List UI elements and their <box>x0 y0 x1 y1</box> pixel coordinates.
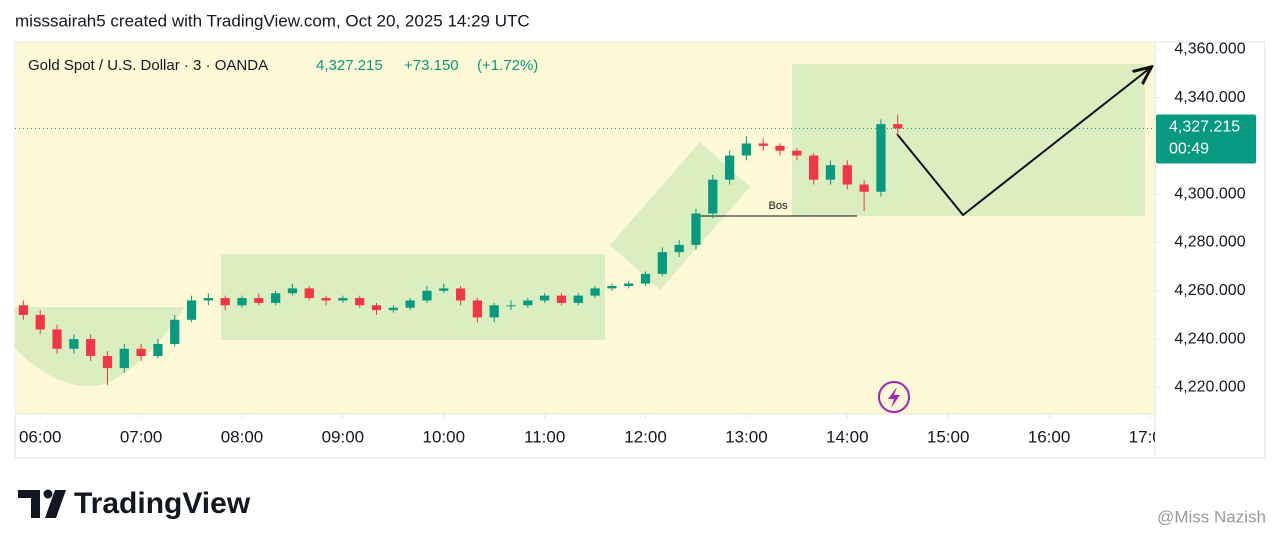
candle-body <box>321 298 331 301</box>
candle-body <box>220 298 230 306</box>
candle-body <box>640 273 651 284</box>
candle-body <box>170 319 180 344</box>
candle-body <box>506 305 516 307</box>
legend-symbol: Gold Spot / U.S. Dollar · 3 · OANDA <box>28 57 268 74</box>
candle-body <box>825 165 836 180</box>
y-tick-label: 4,360.000 <box>1174 40 1245 57</box>
logo-dot <box>43 489 53 499</box>
bos-label: Bos <box>769 200 788 212</box>
candle-body <box>355 298 365 306</box>
candle-body <box>455 288 466 301</box>
time-axis: 06:00 07:00 08:00 09:00 10:00 11:00 12:00 13:00… <box>19 414 1172 446</box>
caption: misssairah5 created with TradingView.com… <box>15 11 530 30</box>
candle-body <box>254 298 264 303</box>
y-tick-label: 4,240.000 <box>1174 330 1245 347</box>
candle-body <box>270 293 281 303</box>
candle-body <box>472 300 483 318</box>
alert-bolt <box>888 387 900 408</box>
candle-body <box>203 298 213 301</box>
target-box <box>792 64 1145 216</box>
candle-body <box>439 288 449 291</box>
candle-body <box>86 339 96 357</box>
legend-change-pct: (+1.72%) <box>477 57 538 74</box>
candle-body <box>119 348 129 369</box>
candle-body <box>371 305 382 311</box>
legend-price: 4,327.215 <box>316 57 383 74</box>
alert-icon[interactable] <box>878 381 910 413</box>
last-price: 4,327.215 00:49 <box>15 114 1256 164</box>
y-tick-label: 4,260.000 <box>1174 282 1245 299</box>
candle-body <box>893 124 903 129</box>
projection-path <box>896 68 1150 217</box>
candle-body <box>859 184 869 192</box>
candle-body <box>388 307 398 311</box>
candle-body <box>186 300 197 320</box>
candle-body <box>489 305 499 318</box>
zone-channel <box>610 142 750 290</box>
y-tick-label: 4,340.000 <box>1174 89 1245 106</box>
candle-body <box>624 283 634 286</box>
candle-body <box>422 290 432 301</box>
brand-text: TradingView <box>74 487 251 520</box>
last-price-box <box>1156 114 1256 164</box>
logo-slash <box>45 490 66 518</box>
candle-body <box>758 143 768 146</box>
x-tick-label: 13:00 <box>725 427 768 446</box>
x-tick-label: 10:00 <box>422 427 465 446</box>
candle-body <box>287 288 298 294</box>
price-axis: 4,220.000 4,240.000 4,260.000 4,280.000 4,30… <box>1155 40 1246 396</box>
x-tick-label: 15:00 <box>927 427 970 446</box>
x-tick-label: 17:00 <box>1129 427 1172 446</box>
candle-body <box>657 252 667 274</box>
countdown: 00:49 <box>1169 141 1209 158</box>
candles <box>18 114 903 386</box>
x-tick-label: 07:00 <box>120 427 163 446</box>
candle-body <box>153 343 163 357</box>
x-tick-label: 08:00 <box>221 427 264 446</box>
candle-body <box>69 339 79 349</box>
candle-body <box>540 295 550 301</box>
x-tick-label: 16:00 <box>1028 427 1071 446</box>
candle-body <box>792 150 802 156</box>
candle-body <box>607 285 617 289</box>
brand-logo: TradingView <box>18 487 251 520</box>
candle-body <box>136 348 146 357</box>
candle-body <box>237 298 247 306</box>
logo-mark <box>18 490 40 518</box>
y-tick-label: 4,300.000 <box>1174 185 1245 202</box>
candle-body <box>590 288 600 296</box>
last-price-label: 4,327.215 <box>1169 119 1240 136</box>
candle-body <box>708 179 718 214</box>
candle-body <box>304 288 314 299</box>
candle-body <box>523 300 533 306</box>
x-tick-label: 12:00 <box>624 427 667 446</box>
candle-body <box>842 165 852 185</box>
x-tick-label: 14:00 <box>826 427 869 446</box>
watermark: @Miss Nazish <box>1157 507 1266 526</box>
candle-body <box>405 300 415 308</box>
y-tick-label: 4,220.000 <box>1174 379 1245 396</box>
x-tick-label: 11:00 <box>524 427 565 446</box>
candle-body <box>775 145 785 151</box>
candle-body <box>674 244 684 253</box>
candle-body <box>52 329 62 349</box>
x-tick-label: 09:00 <box>322 427 365 446</box>
candle-body <box>556 295 567 303</box>
candle-body <box>724 155 735 180</box>
candle-body <box>338 298 348 301</box>
candle-body <box>18 305 29 315</box>
y-tick-label: 4,280.000 <box>1174 234 1245 251</box>
candle-body <box>35 314 45 330</box>
x-tick-label: 06:00 <box>19 427 62 446</box>
candle-body <box>876 124 886 192</box>
candle-body <box>573 295 583 303</box>
candle-body <box>691 213 701 245</box>
candle-body <box>741 143 752 156</box>
legend-change: +73.150 <box>404 57 459 74</box>
candle-body <box>102 356 113 369</box>
candle-body <box>809 155 819 180</box>
